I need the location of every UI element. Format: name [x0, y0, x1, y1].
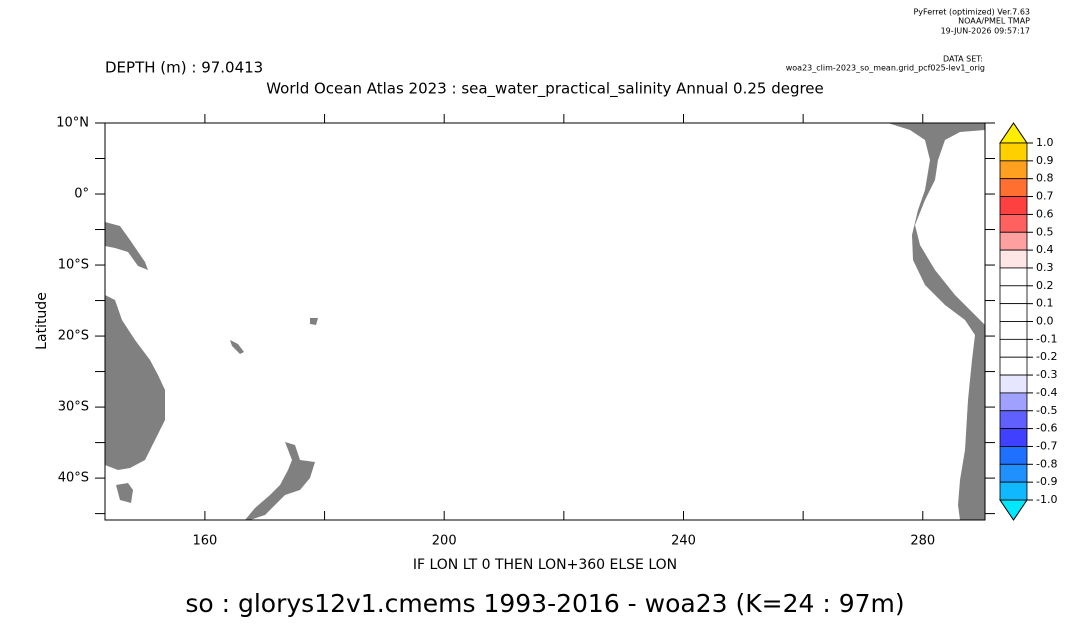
land — [105, 123, 985, 520]
colorbar-box — [999, 160, 1028, 180]
colorbar-box — [999, 267, 1028, 287]
x-axis-label: IF LON LT 0 THEN LON+360 ELSE LON — [413, 557, 677, 573]
colorbar-label: 0.5 — [1036, 225, 1054, 238]
software: PyFerret (optimized) Ver.7.63 — [913, 8, 1030, 17]
x-tick-label: 160 — [192, 534, 217, 549]
x-tick-label: 240 — [671, 534, 696, 549]
software: NOAA/PMEL TMAP — [958, 17, 1030, 26]
colorbar-label: -1.0 — [1036, 493, 1057, 506]
colorbar-label: -0.2 — [1036, 350, 1057, 363]
colorbar-box — [999, 481, 1028, 501]
colorbar-label: -0.8 — [1036, 457, 1057, 470]
land-shape — [230, 340, 244, 354]
colorbar-label: -0.1 — [1036, 332, 1057, 345]
land-shape — [105, 222, 148, 270]
dataset: woa23_clim-2023_so_mean.grid_pcf025-lev1… — [786, 64, 985, 73]
colorbar-label: 0.6 — [1036, 207, 1054, 220]
colorbar-under — [999, 499, 1028, 521]
dataset-label: DATA SET: — [943, 55, 983, 64]
colorbar-box — [999, 196, 1028, 215]
colorbar-label: 0.4 — [1036, 243, 1054, 256]
colorbar-over — [999, 122, 1028, 144]
colorbar-label: 0.7 — [1036, 190, 1054, 203]
depth-label: DEPTH (m) : 97.0413 — [105, 59, 263, 77]
colorbar-box — [999, 410, 1028, 430]
land-shape — [310, 318, 318, 325]
software: 19-JUN-2026 09:57:17 — [941, 27, 1030, 36]
x-tick-label: 280 — [910, 534, 935, 549]
colorbar-label: 0.2 — [1036, 279, 1054, 292]
colorbar-box — [999, 463, 1028, 483]
colorbar-label: -0.7 — [1036, 439, 1057, 452]
colorbar-box — [999, 446, 1028, 465]
colorbar-box — [999, 392, 1028, 412]
y-tick-label: 10°S — [58, 258, 89, 273]
colorbar-label: -0.5 — [1036, 404, 1057, 417]
y-axis-label: Latitude — [34, 292, 50, 350]
colorbar-label: -0.4 — [1036, 386, 1057, 399]
y-tick-label: 20°S — [58, 329, 89, 344]
y-tick-label: 0° — [74, 187, 89, 202]
colorbar-box — [999, 178, 1028, 197]
colorbar-label: -0.6 — [1036, 422, 1057, 435]
colorbar-box — [999, 285, 1028, 305]
plot-frame — [104, 122, 986, 521]
land-shape — [888, 123, 985, 520]
colorbar-box — [999, 249, 1028, 269]
y-tick-label: 10°N — [56, 116, 89, 131]
colorbar-box — [999, 321, 1028, 340]
colorbar-label: 0.0 — [1036, 315, 1054, 328]
y-tick-label: 30°S — [58, 400, 89, 415]
land-shape — [245, 442, 315, 520]
colorbar-box — [999, 428, 1028, 447]
colorbar-box — [999, 303, 1028, 322]
colorbar-label: 0.1 — [1036, 297, 1054, 310]
land-shape — [116, 483, 133, 503]
colorbar-label: 0.9 — [1036, 154, 1054, 167]
colorbar-box — [999, 231, 1028, 251]
colorbar-label: -0.9 — [1036, 475, 1057, 488]
colorbar-label: 0.3 — [1036, 261, 1054, 274]
x-tick-label: 200 — [432, 534, 457, 549]
land-shape — [105, 295, 165, 470]
chart-title: World Ocean Atlas 2023 : sea_water_pract… — [266, 80, 824, 99]
colorbar-label: -0.3 — [1036, 368, 1057, 381]
colorbar-label: 1.0 — [1036, 136, 1054, 149]
colorbar-box — [999, 356, 1028, 376]
colorbar-label: 0.8 — [1036, 172, 1054, 185]
colorbar-box — [999, 213, 1028, 233]
y-tick-label: 40°S — [58, 471, 89, 486]
caption: so : glorys12v1.cmems 1993-2016 - woa23 … — [185, 589, 904, 618]
colorbar-box — [999, 142, 1028, 162]
colorbar-box — [999, 338, 1028, 358]
colorbar-box — [999, 374, 1028, 394]
